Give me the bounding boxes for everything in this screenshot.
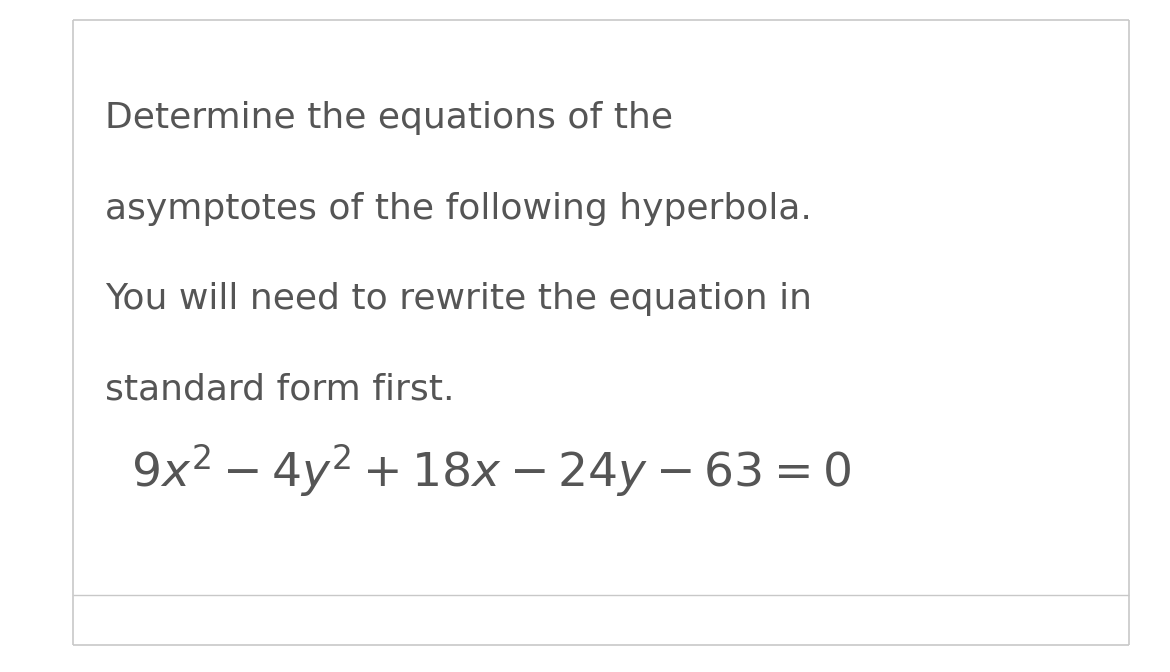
Text: standard form first.: standard form first.	[105, 373, 455, 407]
Text: Determine the equations of the: Determine the equations of the	[105, 101, 673, 135]
Text: $9x^2 - 4y^2 + 18x - 24y - 63 = 0$: $9x^2 - 4y^2 + 18x - 24y - 63 = 0$	[131, 442, 852, 499]
Text: You will need to rewrite the equation in: You will need to rewrite the equation in	[105, 282, 812, 317]
Text: asymptotes of the following hyperbola.: asymptotes of the following hyperbola.	[105, 192, 812, 226]
